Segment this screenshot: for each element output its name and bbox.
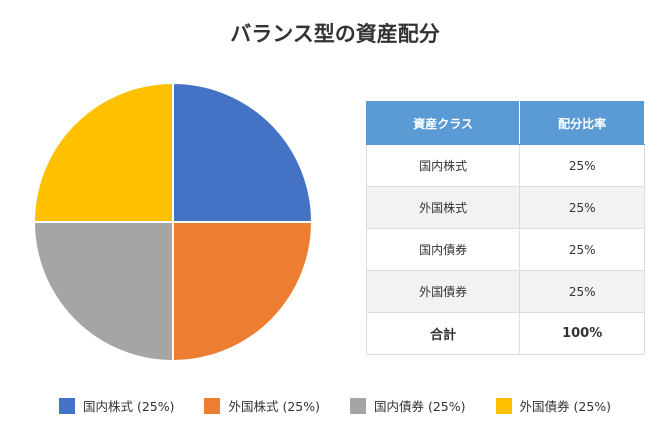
- pie-slice-1: [172, 81, 314, 223]
- legend-swatch: [350, 397, 366, 414]
- pie-slice-2: [172, 221, 314, 363]
- ratio-cell: 25%: [519, 228, 645, 271]
- pie-slice-4: [32, 81, 174, 223]
- legend-item: 外国債券 (25%): [495, 396, 612, 415]
- ratio-cell: 25%: [519, 186, 645, 229]
- table-row: 国内債券 25%: [365, 228, 645, 271]
- total-label: 合計: [365, 312, 521, 355]
- total-row: 合計 100%: [365, 312, 645, 355]
- pie-chart: [32, 81, 314, 363]
- table-row: 外国債券 25%: [365, 270, 645, 313]
- asset-class-cell: 外国債券: [365, 270, 521, 313]
- legend-label: 外国株式 (25%): [228, 399, 320, 414]
- total-value: 100%: [519, 312, 645, 355]
- legend-swatch: [204, 397, 221, 414]
- legend: 国内株式 (25%) 外国株式 (25%) 国内債券 (25%) 外国債券 (2…: [0, 396, 670, 415]
- legend-label: 国内株式 (25%): [82, 399, 175, 414]
- allocation-table: 資産クラス 配分比率 国内株式 25% 外国株式 25% 国内債券 25% 外国債券 2…: [365, 101, 645, 355]
- ratio-cell: 25%: [519, 270, 645, 313]
- legend-item: 外国株式 (25%): [204, 396, 320, 415]
- chart-title: バランス型の資産配分: [230, 22, 440, 46]
- table-row: 国内株式 25%: [365, 144, 645, 187]
- asset-class-cell: 国内債券: [365, 228, 521, 271]
- legend-swatch: [495, 397, 512, 414]
- legend-label: 外国債券 (25%): [519, 399, 612, 414]
- table-row: 外国株式 25%: [365, 186, 645, 229]
- legend-swatch: [58, 397, 75, 414]
- legend-label: 国内債券 (25%): [374, 399, 466, 414]
- asset-class-cell: 外国株式: [365, 186, 521, 229]
- ratio-cell: 25%: [519, 144, 645, 187]
- asset-class-cell: 国内株式: [365, 144, 521, 187]
- legend-item: 国内株式 (25%): [58, 396, 175, 415]
- header-ratio: 配分比率: [519, 101, 645, 145]
- pie-slice-3: [32, 221, 174, 363]
- header-asset-class: 資産クラス: [365, 101, 521, 145]
- legend-item: 国内債券 (25%): [350, 396, 466, 415]
